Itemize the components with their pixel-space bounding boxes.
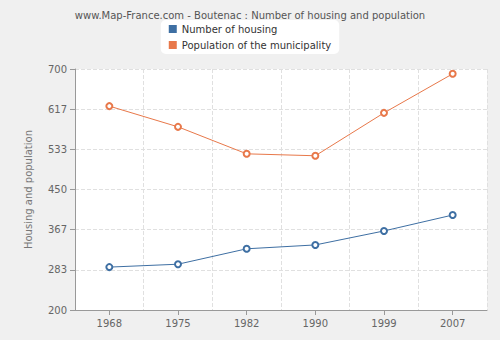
svg-text:Housing and population: Housing and population	[23, 130, 34, 249]
svg-text:www.Map-France.com - Boutenac: www.Map-France.com - Boutenac : Number o…	[75, 10, 425, 21]
svg-text:367: 367	[48, 224, 67, 235]
svg-text:700: 700	[48, 64, 67, 75]
svg-text:1982: 1982	[234, 318, 259, 329]
svg-text:450: 450	[48, 184, 67, 195]
svg-text:1990: 1990	[303, 318, 328, 329]
svg-text:1968: 1968	[97, 318, 122, 329]
svg-text:1999: 1999	[371, 318, 396, 329]
svg-text:Number of housing: Number of housing	[182, 24, 278, 35]
svg-text:1975: 1975	[165, 318, 190, 329]
svg-text:Population of the municipality: Population of the municipality	[182, 40, 332, 51]
svg-text:617: 617	[48, 104, 67, 115]
svg-text:200: 200	[48, 305, 67, 316]
svg-text:2007: 2007	[440, 318, 465, 329]
svg-text:533: 533	[48, 144, 67, 155]
svg-text:283: 283	[48, 264, 67, 275]
